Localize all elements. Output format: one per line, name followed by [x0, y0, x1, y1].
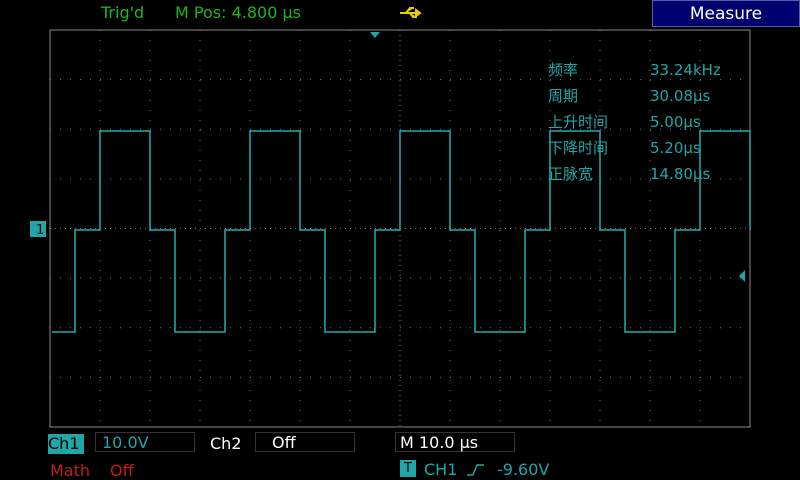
trigger-level: -9.60V: [497, 460, 550, 479]
ch2-label[interactable]: Ch2: [210, 434, 242, 453]
measurement-value: 14.80μs: [650, 165, 711, 183]
trigger-source: CH1: [424, 460, 458, 479]
ch1-scale: 10.0V: [95, 432, 195, 452]
ch1-marker-label: 1: [36, 223, 44, 238]
measurement-label: 正脉宽: [548, 165, 594, 183]
measurement-value: 30.08μs: [650, 87, 711, 105]
trigger-status: Trig'd: [101, 3, 145, 22]
measurement-label: 上升时间: [548, 113, 609, 131]
measurement-label: 频率: [548, 61, 579, 79]
measurement-label: 周期: [548, 87, 579, 105]
measure-button[interactable]: Measure: [652, 0, 800, 27]
trigger-position-marker: [370, 32, 380, 38]
usb-icon: [400, 7, 422, 18]
trigger-level-marker: [739, 270, 745, 282]
math-state: Off: [110, 461, 134, 480]
timebase: M 10.0 μs: [395, 432, 515, 452]
ch1-label[interactable]: Ch1: [48, 434, 84, 454]
math-label[interactable]: Math: [50, 461, 91, 480]
measurement-label: 下降时间: [548, 139, 609, 157]
ch1-waveform: [52, 130, 751, 333]
m-pos: M Pos: 4.800 μs: [175, 3, 301, 22]
ch1-marker: [30, 221, 46, 237]
rising-edge-icon: [467, 464, 484, 476]
measurement-value: 5.20μs: [650, 139, 701, 157]
trigger-icon: T: [400, 460, 416, 477]
measurement-value: 5.00μs: [650, 113, 701, 131]
measurement-value: 33.24kHz: [650, 61, 721, 79]
ch2-scale: Off: [255, 432, 355, 452]
